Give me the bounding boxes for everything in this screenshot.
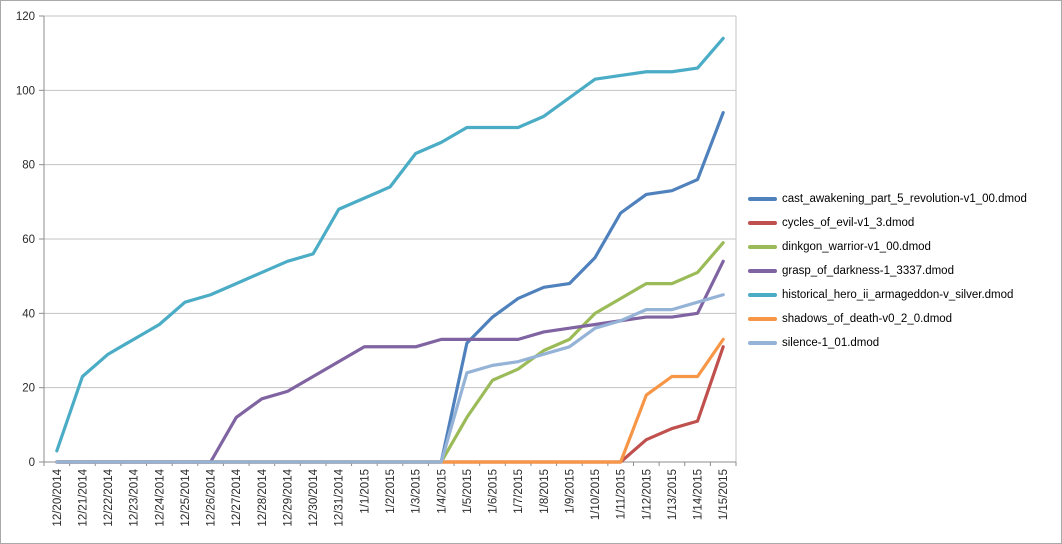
- legend-label: shadows_of_death-v0_2_0.dmod: [782, 313, 953, 325]
- x-axis-label: 1/4/2015: [436, 469, 448, 514]
- legend-line-swatch: [748, 245, 777, 249]
- y-axis-label: 100: [16, 85, 35, 97]
- y-axis-label: 0: [29, 457, 35, 469]
- y-axis-label: 20: [22, 383, 35, 395]
- x-axis-label: 1/8/2015: [539, 469, 551, 514]
- series-line-6: [55, 293, 725, 464]
- x-axis-label: 12/30/2014: [308, 468, 320, 526]
- y-axis-label: 80: [22, 160, 35, 172]
- x-axis-label: 1/13/2015: [667, 469, 679, 520]
- x-axis-label: 1/11/2015: [616, 469, 628, 519]
- x-axis-label: 1/1/2015: [359, 469, 371, 514]
- legend-label: silence-1_01.dmod: [782, 337, 880, 349]
- x-axis-label: 12/21/2014: [77, 468, 89, 526]
- legend-item-cast-awakening[interactable]: cast_awakening_part_5_revolution-v1_00.d…: [748, 187, 1027, 211]
- series-line-1: [55, 345, 725, 464]
- x-axis-label: 12/29/2014: [282, 468, 294, 526]
- x-axis-label: 12/25/2014: [180, 468, 192, 526]
- x-axis-label: 12/26/2014: [206, 468, 218, 526]
- legend-line-swatch: [748, 341, 777, 345]
- x-axis-label: 12/28/2014: [257, 468, 269, 526]
- legend-line-swatch: [748, 221, 777, 225]
- legend-line-swatch: [748, 197, 777, 201]
- x-axis-label: 1/10/2015: [590, 469, 602, 520]
- legend-label: historical_hero_ii_armageddon-v_silver.d…: [782, 289, 1014, 301]
- legend: cast_awakening_part_5_revolution-v1_00.d…: [748, 187, 1027, 355]
- x-axis-label: 1/3/2015: [411, 469, 423, 514]
- x-axis-label: 12/27/2014: [231, 468, 243, 526]
- y-axis-label: 40: [22, 308, 35, 320]
- x-axis-label: 1/5/2015: [462, 469, 474, 514]
- series-line-2: [55, 241, 725, 464]
- legend-line-swatch: [748, 269, 777, 273]
- series-line-4: [55, 36, 725, 453]
- series-line-3: [55, 259, 725, 464]
- legend-item-silence[interactable]: silence-1_01.dmod: [748, 331, 1027, 355]
- legend-item-shadows-of-death[interactable]: shadows_of_death-v0_2_0.dmod: [748, 307, 1027, 331]
- x-axis-label: 1/12/2015: [641, 469, 653, 520]
- x-axis-label: 1/6/2015: [488, 469, 500, 514]
- legend-item-historical-hero[interactable]: historical_hero_ii_armageddon-v_silver.d…: [748, 283, 1027, 307]
- legend-line-swatch: [748, 317, 777, 321]
- y-axis-label: 60: [22, 234, 35, 246]
- y-axis-label: 120: [16, 11, 35, 23]
- legend-label: cast_awakening_part_5_revolution-v1_00.d…: [782, 193, 1027, 205]
- legend-label: dinkgon_warrior-v1_00.dmod: [782, 241, 931, 253]
- x-axis-label: 1/7/2015: [513, 469, 525, 514]
- legend-item-cycles-of-evil[interactable]: cycles_of_evil-v1_3.dmod: [748, 211, 1027, 235]
- legend-line-swatch: [748, 293, 777, 297]
- series-line-5: [55, 337, 725, 464]
- x-axis-label: 12/22/2014: [103, 468, 115, 526]
- legend-label: cycles_of_evil-v1_3.dmod: [782, 217, 915, 229]
- legend-label: grasp_of_darkness-1_3337.dmod: [782, 265, 954, 277]
- x-axis-label: 1/9/2015: [564, 469, 576, 514]
- legend-item-dinkgon-warrior[interactable]: dinkgon_warrior-v1_00.dmod: [748, 235, 1027, 259]
- x-axis-label: 12/24/2014: [154, 468, 166, 526]
- x-axis-label: 1/15/2015: [718, 469, 730, 520]
- legend-item-grasp-of-darkness[interactable]: grasp_of_darkness-1_3337.dmod: [748, 259, 1027, 283]
- x-axis-label: 1/14/2015: [693, 469, 705, 520]
- x-axis-label: 12/23/2014: [129, 468, 141, 526]
- x-axis-label: 12/20/2014: [52, 468, 64, 526]
- x-axis-label: 12/31/2014: [334, 468, 346, 526]
- x-axis-label: 1/2/2015: [385, 469, 397, 514]
